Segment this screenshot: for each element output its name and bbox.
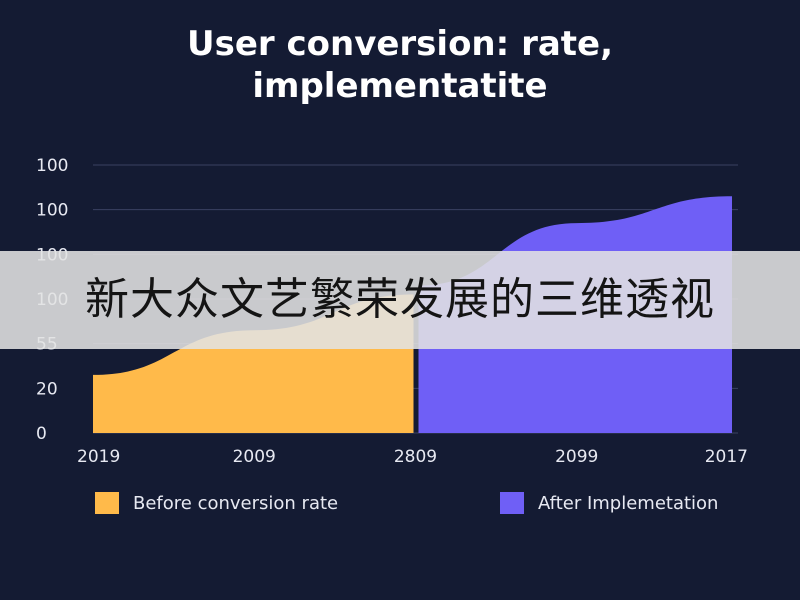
x-tick-label: 2017 <box>705 447 748 467</box>
x-tick-label: 2009 <box>233 447 276 467</box>
legend-swatch <box>95 492 119 514</box>
banner-text: 新大众文艺繁荣发展的三维透视 <box>85 274 715 325</box>
x-tick-label: 2809 <box>394 447 437 467</box>
x-tick-label: 2019 <box>77 447 120 467</box>
banner-overlay: 新大众文艺繁荣发展的三维透视 <box>0 251 800 349</box>
chart-subtitle: implementatite <box>252 66 548 106</box>
y-tick-label: 100 <box>36 201 68 221</box>
y-tick-label: 0 <box>36 424 47 444</box>
legend-swatch <box>500 492 524 514</box>
y-tick-label: 20 <box>36 379 58 399</box>
legend-label: Before conversion rate <box>133 493 338 514</box>
y-tick-label: 100 <box>36 156 68 176</box>
x-tick-label: 2099 <box>555 447 598 467</box>
legend-label: After Implemetation <box>538 493 718 514</box>
chart-title: User conversion: rate, <box>186 24 614 64</box>
